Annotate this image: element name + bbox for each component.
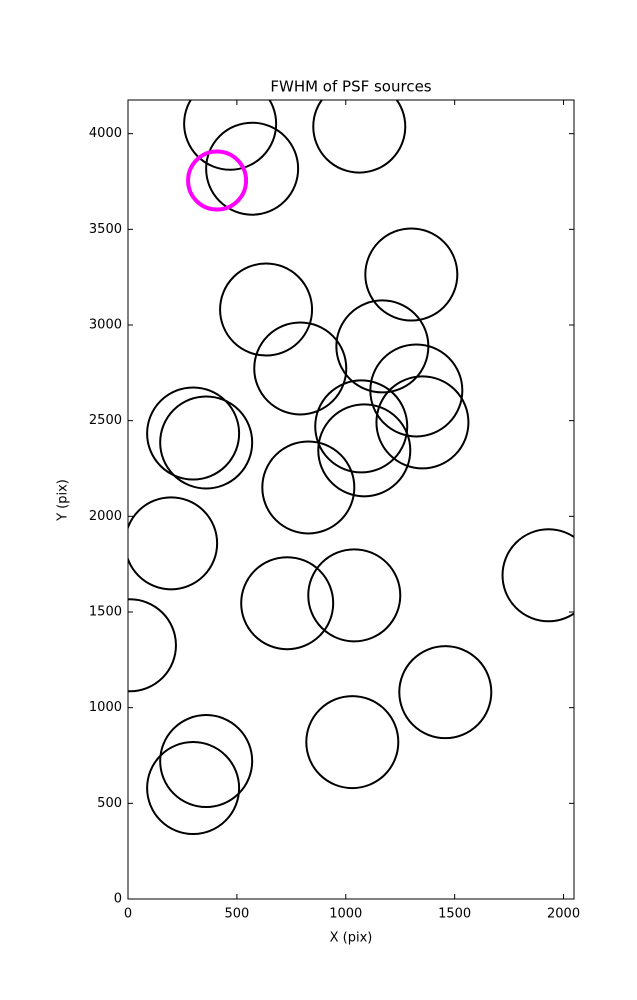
source-circle bbox=[369, 343, 464, 438]
source-circle bbox=[305, 695, 400, 790]
plot-area bbox=[128, 100, 574, 836]
source-circle bbox=[128, 496, 219, 591]
y-tick-label: 3500 bbox=[89, 222, 122, 237]
source-circle bbox=[317, 403, 412, 498]
y-tick-label: 3000 bbox=[89, 318, 122, 333]
y-tick-label: 1500 bbox=[89, 605, 122, 620]
y-tick-label: 2000 bbox=[89, 509, 122, 524]
source-circle bbox=[128, 598, 177, 693]
x-axis-label: X (pix) bbox=[330, 931, 373, 946]
source-circle bbox=[159, 714, 254, 809]
x-tick-label: 0 bbox=[124, 907, 132, 922]
source-circle bbox=[146, 386, 241, 481]
y-tick-label: 1000 bbox=[89, 700, 122, 715]
x-tick-label: 1500 bbox=[438, 907, 471, 922]
source-circle bbox=[398, 645, 493, 740]
chart-title: FWHM of PSF sources bbox=[270, 78, 431, 96]
source-circle bbox=[183, 100, 278, 171]
source-circle bbox=[186, 149, 249, 212]
source-circle bbox=[364, 227, 459, 322]
source-circle bbox=[375, 375, 470, 470]
source-circle bbox=[253, 321, 348, 416]
source-circle bbox=[312, 100, 407, 174]
x-tick-label: 500 bbox=[224, 907, 249, 922]
y-tick-label: 2500 bbox=[89, 413, 122, 428]
x-tick-label: 2000 bbox=[547, 907, 580, 922]
source-circle bbox=[219, 262, 314, 357]
source-circle bbox=[205, 121, 300, 216]
source-circle bbox=[159, 395, 254, 490]
y-axis-label: Y (pix) bbox=[56, 479, 71, 522]
y-tick-label: 4000 bbox=[89, 126, 122, 141]
plot-frame bbox=[127, 99, 575, 900]
y-tick-label: 500 bbox=[97, 796, 122, 811]
source-circle bbox=[146, 741, 241, 836]
source-circle bbox=[240, 556, 335, 651]
source-circle bbox=[314, 379, 409, 474]
x-tick-label: 1000 bbox=[329, 907, 362, 922]
source-circle bbox=[307, 548, 402, 643]
source-circle bbox=[261, 440, 356, 535]
y-tick-label: 0 bbox=[114, 892, 122, 907]
source-circle bbox=[501, 528, 574, 623]
